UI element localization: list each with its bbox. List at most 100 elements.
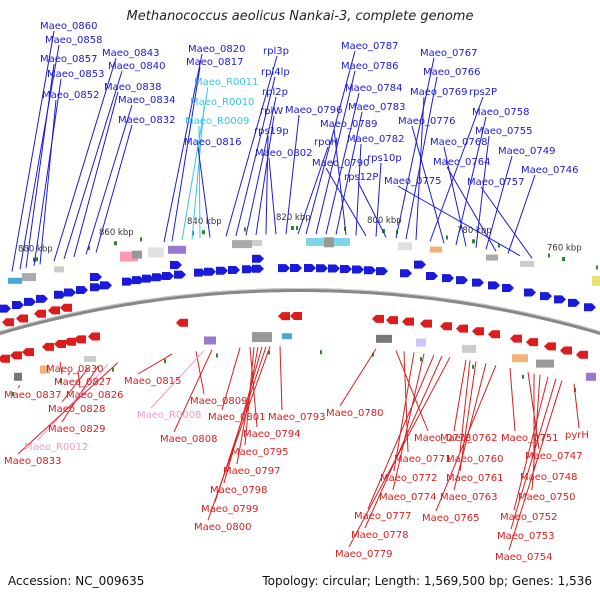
- leader-line: [509, 367, 516, 432]
- bottom-gene-label: Maeo_0779: [335, 549, 392, 560]
- bottom-gene-label: Maeo_0829: [48, 424, 105, 435]
- reverse-gene-arrow: [576, 350, 588, 359]
- leader-line: [67, 372, 71, 376]
- feature-block: [520, 260, 534, 267]
- top-gene-label: Maeo_0783: [348, 102, 405, 113]
- bottom-gene-label: Maeo_0773: [414, 433, 471, 444]
- leader-line: [480, 186, 533, 259]
- ruler-label: 760 kbp: [547, 244, 582, 254]
- top-gene-label: Maeo_0802: [255, 148, 312, 159]
- forward-gene-arrow: [376, 267, 388, 276]
- track-tick: [244, 227, 246, 232]
- reverse-gene-arrow: [10, 351, 22, 360]
- top-gene-label: rps19p: [254, 126, 289, 137]
- forward-gene-arrow: [204, 267, 216, 276]
- feature-block: [54, 266, 64, 273]
- leader-line: [85, 104, 133, 255]
- bottom-gene-label: Maeo_0763: [440, 492, 497, 503]
- leader-line: [207, 346, 271, 521]
- bottom-gene-label: Maeo_0828: [48, 404, 105, 415]
- bottom-gene-label: Maeo_0778: [351, 530, 408, 541]
- leader-line: [507, 174, 536, 254]
- leader-line: [443, 146, 467, 247]
- leader-line: [395, 57, 435, 239]
- track-tick: [420, 357, 422, 362]
- reverse-gene-arrow: [16, 314, 28, 323]
- bottom-gene-label: Maeo_0777: [354, 511, 411, 522]
- leader-line: [265, 135, 269, 235]
- top-gene-label: Maeo_0820: [188, 44, 245, 55]
- feature-block: [232, 240, 252, 249]
- ruler-label: 880 kbp: [18, 244, 53, 254]
- feature-block: [486, 254, 498, 261]
- top-gene-label: Maeo_R0009: [185, 116, 249, 127]
- leader-line: [453, 359, 467, 432]
- bottom-gene-label: Maeo_0765: [422, 513, 479, 524]
- leader-line: [429, 96, 484, 242]
- top-gene-label: Maeo_0746: [521, 165, 578, 176]
- forward-gene-arrow: [252, 264, 264, 273]
- track-tick: [140, 237, 142, 242]
- leader-line: [63, 70, 123, 260]
- feature-block: [120, 251, 138, 262]
- bottom-gene-label: Maeo_0815: [124, 376, 181, 387]
- reverse-gene-arrow: [488, 330, 500, 339]
- reverse-gene-arrow: [420, 319, 432, 328]
- track-tick: [216, 353, 218, 358]
- feature-block: [376, 334, 392, 343]
- bottom-gene-label: Maeo_R0012: [24, 442, 88, 453]
- leader-line: [453, 363, 487, 491]
- leader-line: [255, 115, 275, 235]
- top-gene-label: Maeo_0796: [285, 105, 342, 116]
- forward-gene-arrow: [304, 264, 316, 272]
- forward-gene-arrow: [228, 266, 240, 274]
- feature-block: [84, 356, 96, 362]
- leader-line: [171, 66, 201, 242]
- forward-gene-arrow: [36, 294, 48, 303]
- bottom-gene-label: Maeo_0762: [440, 433, 497, 444]
- leader-line: [339, 348, 377, 407]
- forward-gene-arrow: [488, 281, 500, 290]
- leader-line: [348, 356, 451, 548]
- forward-gene-arrow: [278, 264, 290, 273]
- top-gene-label: Maeo_0769: [410, 87, 467, 98]
- top-gene-label: Maeo_0857: [40, 54, 97, 65]
- reverse-gene-arrow: [472, 327, 484, 336]
- leader-line: [17, 362, 119, 455]
- feature-block: [148, 247, 164, 258]
- leader-line: [33, 78, 62, 266]
- label-leader-lines: [11, 30, 580, 551]
- reverse-gene-arrow: [402, 317, 414, 326]
- leader-line: [245, 96, 277, 236]
- bottom-gene-label: Maeo_0837: [4, 390, 61, 401]
- forward-gene-arrow: [340, 265, 352, 273]
- track-tick: [596, 265, 598, 270]
- leader-line: [405, 76, 438, 240]
- top-gene-label: Maeo_0786: [341, 61, 398, 72]
- bottom-gene-label: Maeo_0800: [194, 522, 251, 533]
- track-tick: [446, 235, 448, 240]
- forward-gene-arrow: [162, 272, 174, 280]
- top-gene-label: Maeo_0852: [42, 90, 99, 101]
- forward-gene-arrow: [122, 277, 134, 286]
- leader-line: [221, 347, 241, 411]
- forward-gene-arrow: [100, 281, 112, 290]
- leader-line: [235, 76, 276, 236]
- leader-line: [37, 363, 109, 441]
- track-tick: [522, 374, 524, 379]
- reverse-gene-arrow: [88, 332, 100, 341]
- forward-gene-arrow: [76, 286, 88, 294]
- feature-block: [586, 372, 596, 381]
- forward-gene-arrow: [252, 254, 264, 263]
- feature-block: [252, 332, 272, 343]
- top-gene-label: Maeo_0840: [108, 61, 165, 72]
- forward-gene-arrow: [554, 295, 566, 304]
- bottom-gene-label: Maeo_0794: [243, 429, 300, 440]
- bottom-gene-label: Maeo_0772: [380, 473, 437, 484]
- reverse-gene-arrow: [64, 337, 76, 346]
- reverse-gene-arrow: [34, 309, 46, 318]
- top-gene-label: rplW: [260, 106, 283, 117]
- ruler-highlight: [0, 288, 600, 332]
- top-gene-label: Maeo_0858: [45, 35, 102, 46]
- track-tick: [268, 350, 270, 355]
